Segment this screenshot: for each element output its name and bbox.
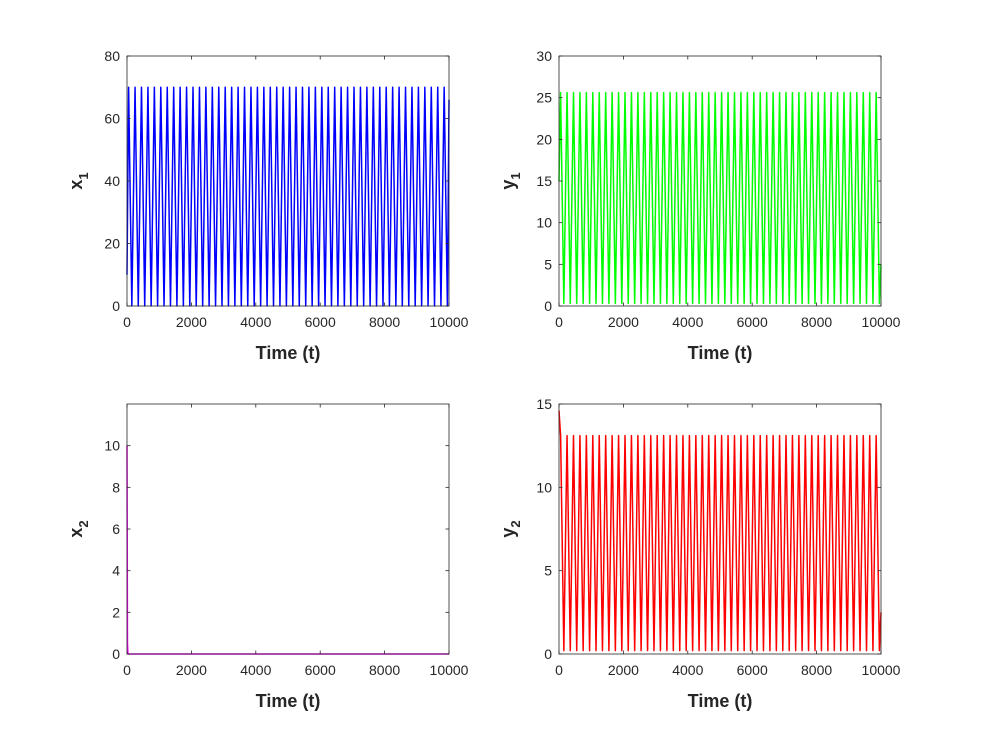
x-tick-label: 2000 <box>176 662 207 678</box>
x-tick-label: 8000 <box>369 314 400 330</box>
y-axis-title-subscript: 2 <box>508 520 523 527</box>
y-tick-label: 10 <box>536 479 552 495</box>
y-tick-label: 0 <box>544 298 552 314</box>
y-axis-title-main: x <box>66 180 86 190</box>
y-tick-label: 5 <box>544 563 552 579</box>
x-tick-label: 8000 <box>801 662 832 678</box>
y-tick-label: 60 <box>104 111 120 127</box>
x-tick-label: 10000 <box>430 662 469 678</box>
y-tick-label: 25 <box>536 90 552 106</box>
x-tick-label: 0 <box>123 662 131 678</box>
y-tick-label: 15 <box>536 396 552 412</box>
x-axis-title: Time (t) <box>256 343 321 363</box>
x-tick-label: 4000 <box>240 314 271 330</box>
y-axis-title: y2 <box>498 520 523 537</box>
y-tick-label: 6 <box>112 521 120 537</box>
y-axis-title-main: x <box>66 528 86 538</box>
axes-box <box>558 403 882 655</box>
y-axis-title: x2 <box>66 520 91 537</box>
y-tick-label: 40 <box>104 173 120 189</box>
axes-box <box>126 403 450 655</box>
y-axis-title-subscript: 2 <box>76 520 91 527</box>
y-axis-title-main: y <box>498 180 518 190</box>
x-tick-label: 6000 <box>737 662 768 678</box>
subplot-y1: 0 2000 4000 6000 8000 10000 0 5 10 15 20 25 30 Time (… <box>498 48 901 363</box>
y-tick-label: 80 <box>104 48 120 64</box>
y-tick-label: 15 <box>536 173 552 189</box>
x-tick-label: 4000 <box>672 662 703 678</box>
x-tick-label: 4000 <box>240 662 271 678</box>
x-tick-label: 6000 <box>305 662 336 678</box>
y-axis-title: y1 <box>498 172 523 189</box>
y-tick-label: 10 <box>104 438 120 454</box>
y-tick-label: 2 <box>112 604 120 620</box>
y-axis-title-main: y <box>498 528 518 538</box>
y-tick-label: 0 <box>112 646 120 662</box>
x-tick-label: 2000 <box>608 314 639 330</box>
x-tick-label: 2000 <box>608 662 639 678</box>
y-axis-title-subscript: 1 <box>508 172 523 179</box>
x-tick-label: 0 <box>555 662 563 678</box>
y-tick-label: 30 <box>536 48 552 64</box>
subplot-x1: 0 2000 4000 6000 8000 10000 0 20 40 60 80 Time (t) x… <box>66 48 469 363</box>
x-axis-title: Time (t) <box>688 343 753 363</box>
y-tick-label: 20 <box>104 236 120 252</box>
series-line-y2 <box>558 410 882 652</box>
y-axis-title-subscript: 1 <box>76 172 91 179</box>
y-tick-label: 0 <box>544 646 552 662</box>
y-tick-label: 4 <box>112 563 120 579</box>
x-tick-label: 8000 <box>801 314 832 330</box>
y-tick-label: 10 <box>536 215 552 231</box>
x-tick-label: 4000 <box>672 314 703 330</box>
x-tick-label: 6000 <box>737 314 768 330</box>
x-tick-label: 2000 <box>176 314 207 330</box>
y-tick-label: 0 <box>112 298 120 314</box>
y-axis-title: x1 <box>66 172 91 189</box>
series-line-y1 <box>558 91 882 305</box>
x-axis-title: Time (t) <box>256 691 321 711</box>
x-tick-label: 0 <box>555 314 563 330</box>
x-tick-label: 10000 <box>862 314 901 330</box>
x-tick-label: 0 <box>123 314 131 330</box>
y-tick-label: 8 <box>112 479 120 495</box>
x-tick-label: 6000 <box>305 314 336 330</box>
y-tick-label: 20 <box>536 131 552 147</box>
series-line-x1 <box>126 86 450 307</box>
x-tick-label: 10000 <box>862 662 901 678</box>
x-tick-label: 10000 <box>430 314 469 330</box>
x-axis-title: Time (t) <box>688 691 753 711</box>
series-line-x2 <box>126 445 449 655</box>
y-tick-label: 5 <box>544 256 552 272</box>
subplot-y2: 0 2000 4000 6000 8000 10000 0 5 10 15 Time (t) y2 <box>498 396 901 711</box>
x-tick-label: 8000 <box>369 662 400 678</box>
